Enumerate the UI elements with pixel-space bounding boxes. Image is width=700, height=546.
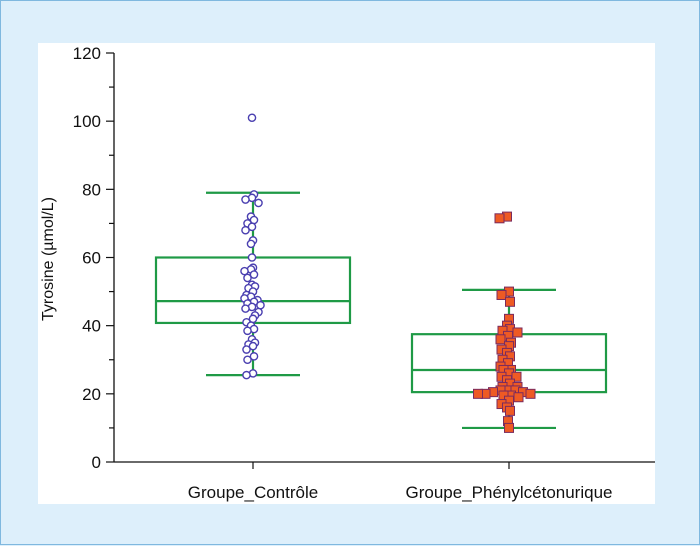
point-controle xyxy=(256,300,265,310)
x-tick-label: Groupe_Contrôle xyxy=(188,483,318,502)
point-controle xyxy=(242,370,251,380)
y-axis-ticks: 0 20 40 60 80 100 120 xyxy=(73,44,114,472)
y-tick-label: 40 xyxy=(82,317,101,336)
point-phenylcetonurique xyxy=(525,388,536,399)
boxes xyxy=(154,191,608,430)
point-controle xyxy=(243,326,252,336)
point-controle xyxy=(246,239,256,249)
point-phenylcetonurique xyxy=(513,392,524,403)
point-phenylcetonurique xyxy=(505,405,515,416)
y-tick-label: 80 xyxy=(82,180,101,199)
data-points xyxy=(240,113,536,433)
y-axis-title: Tyrosine (µmol/L) xyxy=(40,197,57,321)
point-controle xyxy=(241,304,250,313)
point-controle xyxy=(240,266,249,276)
point-controle xyxy=(243,273,252,283)
y-tick-label: 0 xyxy=(92,453,101,472)
point-controle xyxy=(249,352,259,361)
point-phenylcetonurique xyxy=(504,422,514,433)
point-phenylcetonurique xyxy=(494,213,505,224)
point-phenylcetonurique xyxy=(512,327,523,338)
point-controle xyxy=(247,253,257,262)
y-tick-label: 120 xyxy=(73,44,101,63)
point-controle xyxy=(254,198,263,208)
y-tick-label: 20 xyxy=(82,385,101,404)
point-controle xyxy=(241,195,250,204)
point-controle xyxy=(242,345,251,354)
x-axis-labels: Groupe_Contrôle Groupe_Phénylcétonurique xyxy=(188,462,613,502)
point-controle xyxy=(248,341,258,351)
x-tick-label: Groupe_Phénylcétonurique xyxy=(406,483,613,502)
point-controle xyxy=(247,222,257,232)
point-controle xyxy=(247,113,257,123)
y-tick-label: 100 xyxy=(73,112,101,131)
point-controle xyxy=(249,270,259,279)
point-phenylcetonurique xyxy=(495,334,506,345)
point-controle xyxy=(241,225,250,235)
y-tick-label: 60 xyxy=(82,249,101,268)
point-phenylcetonurique xyxy=(505,296,515,307)
point-phenylcetonurique xyxy=(473,388,483,399)
point-phenylcetonurique xyxy=(496,289,507,300)
point-controle xyxy=(243,355,252,365)
